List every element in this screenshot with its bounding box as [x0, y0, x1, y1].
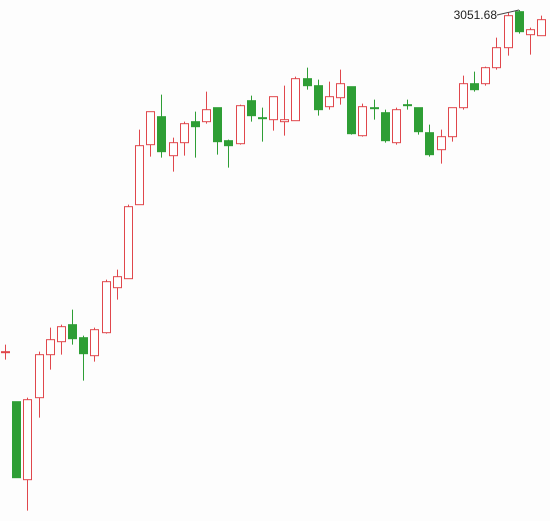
max-label: 3051.68 — [454, 8, 498, 22]
candle-body — [381, 112, 390, 142]
candle-body — [102, 281, 111, 334]
candle-body — [515, 11, 524, 33]
candle-body — [448, 107, 457, 138]
candle-body — [79, 337, 88, 355]
candle-body — [370, 107, 379, 110]
candle-body — [68, 324, 77, 340]
candle-body — [124, 206, 133, 280]
candle-body — [90, 329, 99, 357]
candle-body — [23, 399, 32, 481]
candle-body — [459, 83, 468, 109]
candle-body — [347, 86, 356, 135]
candle-body — [392, 109, 401, 144]
candle-body — [247, 100, 256, 117]
candle-body — [135, 145, 144, 206]
candle-body — [113, 276, 122, 289]
candle-body — [291, 78, 300, 122]
candle-body — [202, 109, 211, 123]
candle-body — [269, 96, 278, 121]
annotation-line — [496, 9, 520, 16]
candle-body — [414, 107, 423, 133]
candle-body — [526, 29, 535, 36]
candle-body — [224, 140, 233, 147]
candle-body — [213, 107, 222, 143]
candle-body — [146, 111, 155, 146]
candle-body — [336, 83, 345, 99]
candle-body — [303, 78, 312, 87]
candle-body — [537, 19, 546, 37]
candle-body — [12, 401, 21, 479]
candle-body — [169, 142, 178, 157]
candle-body — [481, 67, 490, 85]
candle-body — [191, 121, 200, 128]
candle-body — [157, 116, 166, 153]
candle-body — [437, 136, 446, 151]
candle-body — [470, 83, 479, 91]
candle-body — [1, 351, 10, 354]
candle-body — [492, 47, 501, 69]
candle-body — [180, 123, 189, 144]
candle-body — [46, 339, 55, 356]
candle-body — [504, 15, 513, 49]
candle-body — [425, 132, 434, 156]
candle-body — [325, 96, 334, 108]
candle-body — [280, 119, 289, 123]
candle-body — [258, 117, 267, 120]
candle-body — [314, 85, 323, 111]
candle-body — [358, 106, 367, 137]
candle-body — [236, 105, 245, 145]
candle-body — [57, 326, 66, 343]
candle-body — [35, 354, 44, 399]
candle-body — [403, 104, 412, 107]
